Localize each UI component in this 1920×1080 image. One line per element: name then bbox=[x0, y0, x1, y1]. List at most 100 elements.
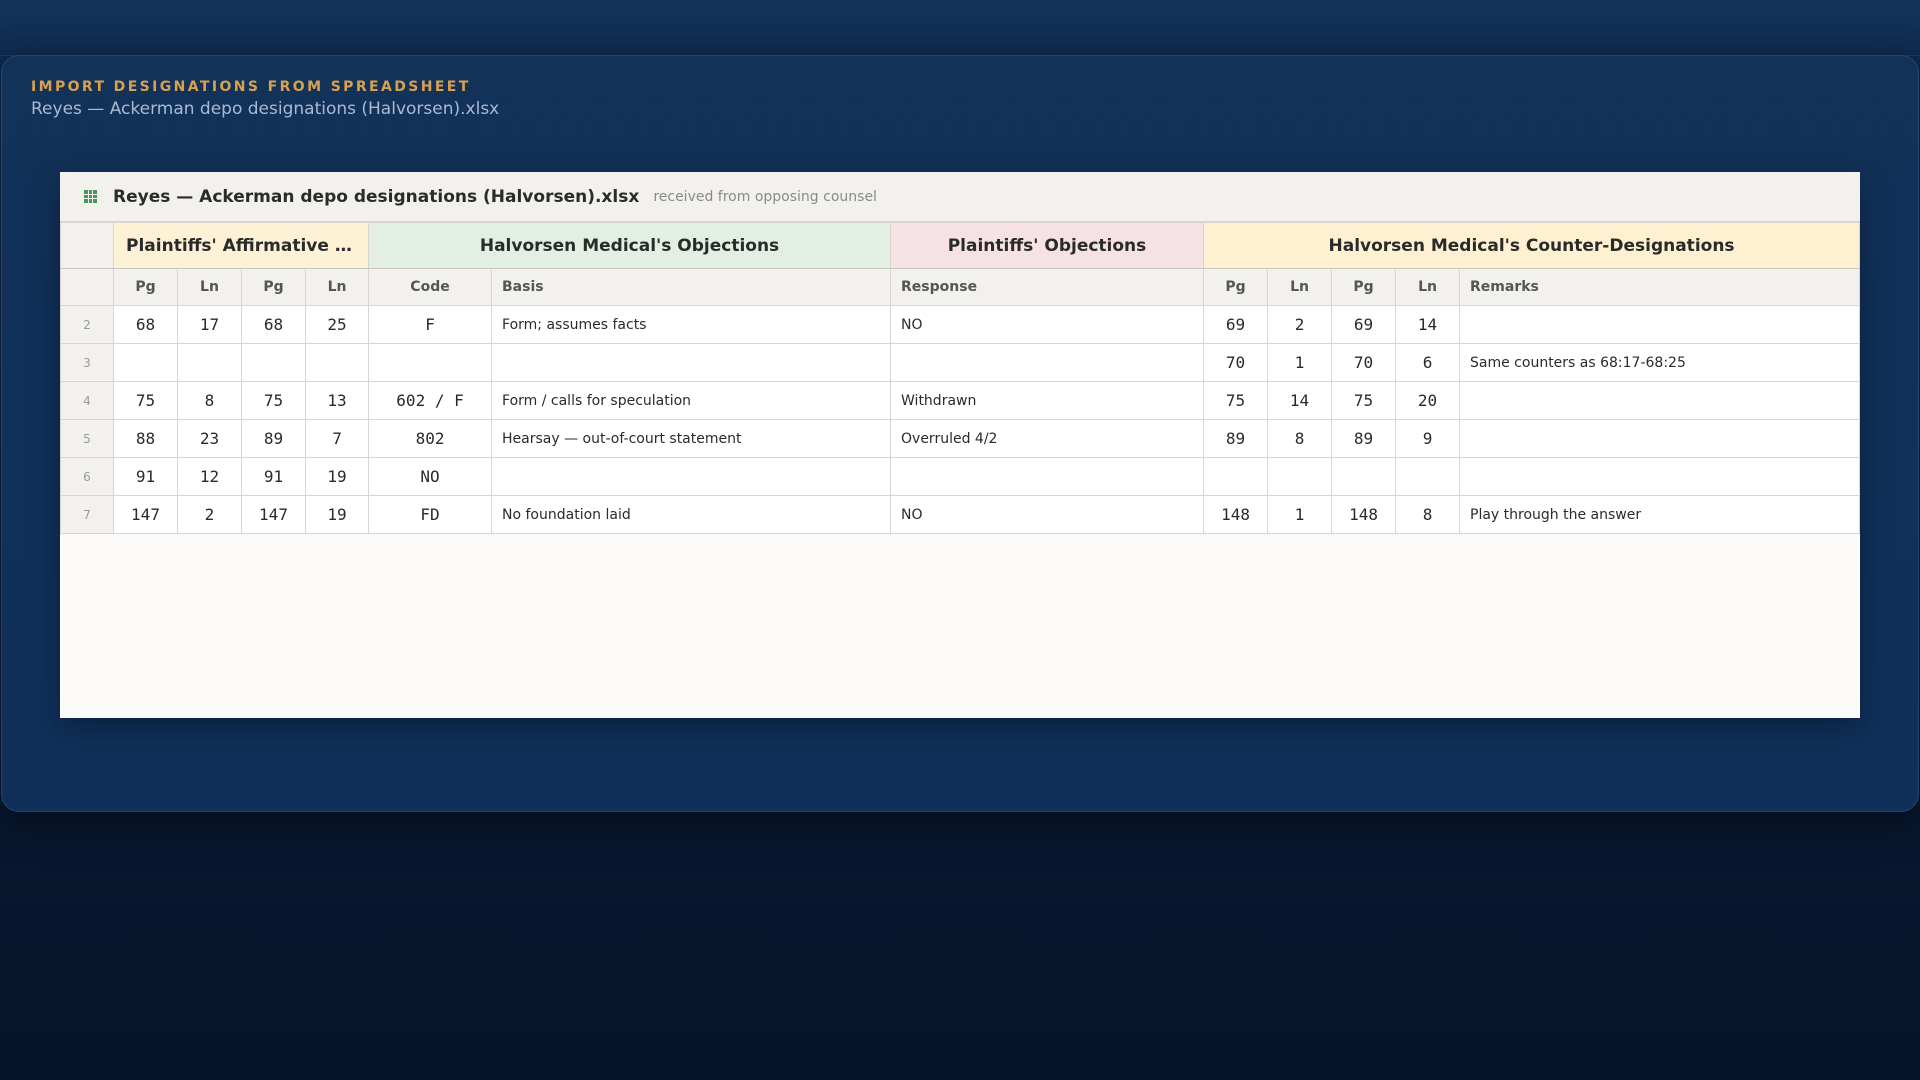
cell-objection-code: 802 bbox=[369, 420, 492, 458]
cell-aff-end-pg bbox=[242, 344, 306, 382]
cell-aff-start-pg: 147 bbox=[114, 496, 178, 534]
cell-objection-basis bbox=[492, 458, 891, 496]
cell-aff-start-ln: 17 bbox=[178, 306, 242, 344]
cell-counter-start-ln: 8 bbox=[1268, 420, 1332, 458]
corner-cell bbox=[61, 223, 114, 269]
col-header-basis: Basis bbox=[492, 269, 891, 306]
cell-objection-basis: Form; assumes facts bbox=[492, 306, 891, 344]
table-row: 7 147 2 147 19 FD No foundation laid NO 148 1 148 8… bbox=[61, 496, 1860, 534]
row-number: 2 bbox=[61, 306, 114, 344]
cell-remarks: Play through the answer bbox=[1460, 496, 1860, 534]
cell-aff-start-ln: 23 bbox=[178, 420, 242, 458]
cell-counter-start-ln: 2 bbox=[1268, 306, 1332, 344]
cell-aff-end-ln: 19 bbox=[306, 496, 369, 534]
dialog-kicker: IMPORT DESIGNATIONS FROM SPREADSHEET bbox=[31, 79, 471, 95]
cell-aff-end-pg: 75 bbox=[242, 382, 306, 420]
cell-aff-end-ln: 13 bbox=[306, 382, 369, 420]
col-header-remarks: Remarks bbox=[1460, 269, 1860, 306]
empty-sheet-area bbox=[60, 534, 1860, 718]
corner-cell bbox=[61, 269, 114, 306]
cell-counter-start-pg: 89 bbox=[1204, 420, 1268, 458]
cell-counter-end-pg: 70 bbox=[1332, 344, 1396, 382]
cell-aff-start-ln: 8 bbox=[178, 382, 242, 420]
cell-counter-end-pg: 89 bbox=[1332, 420, 1396, 458]
cell-objection-code: 602 / F bbox=[369, 382, 492, 420]
cell-aff-start-ln: 12 bbox=[178, 458, 242, 496]
cell-remarks bbox=[1460, 306, 1860, 344]
table-row: 6 91 12 91 19 NO bbox=[61, 458, 1860, 496]
cell-aff-end-pg: 91 bbox=[242, 458, 306, 496]
cell-plaintiff-response: Overruled 4/2 bbox=[891, 420, 1204, 458]
group-plaintiffs-affirmative: Plaintiffs' Affirmative … bbox=[114, 223, 369, 269]
cell-objection-code: F bbox=[369, 306, 492, 344]
cell-aff-end-ln: 19 bbox=[306, 458, 369, 496]
col-header-pg: Pg bbox=[1204, 269, 1268, 306]
cell-remarks: Same counters as 68:17-68:25 bbox=[1460, 344, 1860, 382]
cell-aff-end-pg: 68 bbox=[242, 306, 306, 344]
cell-remarks bbox=[1460, 458, 1860, 496]
spreadsheet-header: Reyes — Ackerman depo designations (Halv… bbox=[60, 172, 1860, 222]
cell-plaintiff-response: NO bbox=[891, 496, 1204, 534]
cell-plaintiff-response bbox=[891, 344, 1204, 382]
cell-counter-start-pg: 70 bbox=[1204, 344, 1268, 382]
group-halvorsen-counter-designations: Halvorsen Medical's Counter-Designations bbox=[1204, 223, 1860, 269]
cell-aff-end-pg: 147 bbox=[242, 496, 306, 534]
cell-counter-start-pg bbox=[1204, 458, 1268, 496]
cell-counter-start-ln bbox=[1268, 458, 1332, 496]
cell-aff-start-ln bbox=[178, 344, 242, 382]
col-header-pg: Pg bbox=[242, 269, 306, 306]
cell-aff-start-pg: 91 bbox=[114, 458, 178, 496]
group-halvorsen-objections: Halvorsen Medical's Objections bbox=[369, 223, 891, 269]
spreadsheet-preview: Reyes — Ackerman depo designations (Halv… bbox=[60, 172, 1860, 716]
col-header-ln: Ln bbox=[1396, 269, 1460, 306]
cell-objection-basis: Hearsay — out-of-court statement bbox=[492, 420, 891, 458]
cell-aff-start-pg: 75 bbox=[114, 382, 178, 420]
dialog-subtitle: Reyes — Ackerman depo designations (Halv… bbox=[31, 99, 499, 119]
cell-remarks bbox=[1460, 382, 1860, 420]
cell-counter-start-ln: 1 bbox=[1268, 344, 1332, 382]
cell-counter-end-ln: 9 bbox=[1396, 420, 1460, 458]
cell-counter-start-ln: 14 bbox=[1268, 382, 1332, 420]
cell-aff-end-ln: 25 bbox=[306, 306, 369, 344]
cell-counter-start-ln: 1 bbox=[1268, 496, 1332, 534]
cell-objection-basis: No foundation laid bbox=[492, 496, 891, 534]
cell-counter-end-ln: 14 bbox=[1396, 306, 1460, 344]
cell-counter-end-pg: 75 bbox=[1332, 382, 1396, 420]
cell-aff-end-ln: 7 bbox=[306, 420, 369, 458]
row-number: 5 bbox=[61, 420, 114, 458]
cell-counter-start-pg: 69 bbox=[1204, 306, 1268, 344]
cell-aff-end-ln bbox=[306, 344, 369, 382]
cell-remarks bbox=[1460, 420, 1860, 458]
cell-aff-start-ln: 2 bbox=[178, 496, 242, 534]
cell-counter-end-ln: 6 bbox=[1396, 344, 1460, 382]
cell-objection-code: FD bbox=[369, 496, 492, 534]
cell-counter-end-pg bbox=[1332, 458, 1396, 496]
col-header-code: Code bbox=[369, 269, 492, 306]
cell-objection-code: NO bbox=[369, 458, 492, 496]
spreadsheet-source-note: received from opposing counsel bbox=[653, 189, 877, 205]
column-header-row: Pg Ln Pg Ln Code Basis Response Pg Ln Pg… bbox=[61, 269, 1860, 306]
col-header-pg: Pg bbox=[1332, 269, 1396, 306]
table-row: 5 88 23 89 7 802 Hearsay — out-of-court statem… bbox=[61, 420, 1860, 458]
row-number: 7 bbox=[61, 496, 114, 534]
row-number: 6 bbox=[61, 458, 114, 496]
spreadsheet-icon bbox=[84, 190, 97, 203]
cell-objection-basis: Form / calls for speculation bbox=[492, 382, 891, 420]
row-number: 4 bbox=[61, 382, 114, 420]
table-row: 4 75 8 75 13 602 / F Form / calls for speculat… bbox=[61, 382, 1860, 420]
cell-aff-end-pg: 89 bbox=[242, 420, 306, 458]
cell-counter-end-pg: 69 bbox=[1332, 306, 1396, 344]
cell-aff-start-pg: 88 bbox=[114, 420, 178, 458]
cell-counter-start-pg: 148 bbox=[1204, 496, 1268, 534]
cell-aff-start-pg: 68 bbox=[114, 306, 178, 344]
designations-table: Plaintiffs' Affirmative … Halvorsen Medi… bbox=[60, 222, 1860, 534]
row-number: 3 bbox=[61, 344, 114, 382]
table-row: 3 70 1 70 6 Same counters as 68:17-68:25 bbox=[61, 344, 1860, 382]
col-header-ln: Ln bbox=[306, 269, 369, 306]
cell-plaintiff-response: NO bbox=[891, 306, 1204, 344]
col-header-ln: Ln bbox=[178, 269, 242, 306]
cell-counter-end-ln: 8 bbox=[1396, 496, 1460, 534]
group-plaintiffs-objections: Plaintiffs' Objections bbox=[891, 223, 1204, 269]
cell-counter-start-pg: 75 bbox=[1204, 382, 1268, 420]
cell-plaintiff-response bbox=[891, 458, 1204, 496]
